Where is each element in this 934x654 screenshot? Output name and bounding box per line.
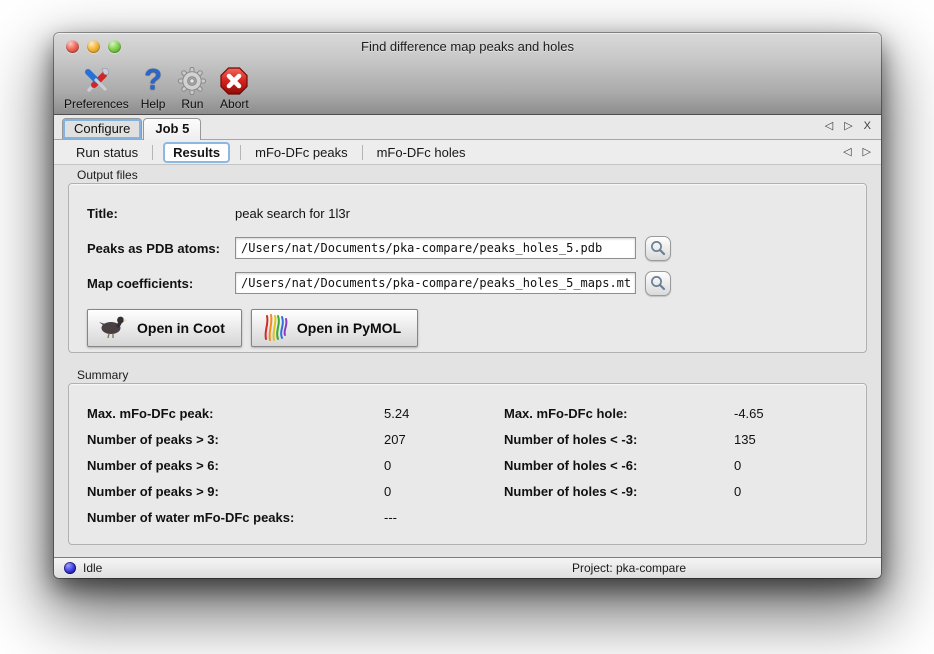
viewer-buttons-row: Open in Coot — [87, 309, 848, 347]
water-peaks-label: Number of water mFo-DFc peaks: — [87, 509, 295, 525]
gear-icon — [177, 65, 207, 96]
subtab-scroll-right-icon[interactable]: ▷ — [862, 145, 871, 158]
inspect-peaks-pdb-button[interactable] — [645, 235, 671, 261]
pymol-ribbon-icon — [261, 313, 289, 344]
holes-lt6-value: 0 — [734, 457, 742, 473]
holes-lt6-label: Number of holes < -6: — [504, 457, 638, 473]
inspect-map-coefficients-button[interactable] — [645, 270, 671, 296]
peaks-gt9-value: 0 — [384, 483, 392, 499]
subtab-divider — [240, 144, 242, 160]
open-in-coot-button[interactable]: Open in Coot — [87, 309, 242, 347]
titlebar[interactable]: Find difference map peaks and holes — [54, 33, 881, 59]
summary-row: Number of water mFo-DFc peaks: --- — [87, 504, 848, 530]
magnifier-icon — [651, 276, 666, 291]
subtab-divider — [361, 144, 363, 160]
peaks-gt9-label: Number of peaks > 9: — [87, 483, 219, 499]
subtab-divider — [152, 144, 154, 160]
output-files-section-label: Output files — [77, 168, 138, 182]
tab-job-5-label: Job 5 — [155, 121, 190, 136]
coot-bird-icon — [97, 314, 129, 343]
status-bar: Idle Project: pka-compare — [54, 557, 881, 578]
tab-scroll-left-icon[interactable]: ◁ — [824, 120, 834, 132]
tab-configure[interactable]: Configure — [62, 118, 143, 139]
toolbar-label-run: Run — [181, 97, 204, 111]
map-coefficients-label: Map coefficients: — [87, 275, 194, 291]
summary-section-label: Summary — [77, 368, 129, 382]
window-header: Find difference map peaks and holes Pref… — [54, 33, 881, 115]
subtab-run-status[interactable]: Run status — [76, 144, 139, 160]
map-coefficients-row: Map coefficients: — [87, 270, 848, 296]
help-button[interactable]: ? Help — [140, 64, 166, 112]
open-in-pymol-button[interactable]: Open in PyMOL — [250, 309, 419, 347]
subtab-mfo-dfc-holes[interactable]: mFo-DFc holes — [376, 144, 466, 160]
job-tab-bar: Configure Job 5 ◁ ▷ X — [54, 115, 881, 140]
holes-lt9-label: Number of holes < -9: — [504, 483, 638, 499]
title-label: Title: — [87, 205, 118, 221]
holes-lt3-value: 135 — [734, 431, 756, 447]
tab-scroll-right-icon[interactable]: ▷ — [844, 120, 853, 132]
title-row: Title: peak search for 1l3r — [87, 201, 848, 225]
tools-icon — [80, 65, 112, 96]
abort-icon — [219, 65, 249, 96]
subtab-scroll-left-icon[interactable]: ◁ — [843, 145, 852, 158]
summary-row: Number of peaks > 9: 0 Number of holes <… — [87, 478, 848, 504]
status-orb-icon — [64, 562, 76, 574]
tab-job-5[interactable]: Job 5 — [143, 118, 202, 140]
max-peak-value: 5.24 — [384, 405, 410, 421]
toolbar: Preferences ? Help — [54, 59, 881, 114]
abort-button[interactable]: Abort — [219, 65, 249, 111]
summary-row: Max. mFo-DFc peak: 5.24 Max. mFo-DFc hol… — [87, 400, 848, 426]
summary-row: Number of peaks > 6: 0 Number of holes <… — [87, 452, 848, 478]
max-hole-label: Max. mFo-DFc hole: — [504, 405, 628, 421]
toolbar-label-help: Help — [140, 97, 166, 111]
peaks-pdb-row: Peaks as PDB atoms: — [87, 235, 848, 261]
result-tab-bar: Run status Results mFo-DFc peaks mFo-DFc… — [54, 140, 881, 165]
project-label: Project: pka-compare — [571, 561, 687, 575]
tab-configure-label: Configure — [74, 121, 131, 136]
traffic-lights — [66, 33, 121, 59]
max-hole-value: -4.65 — [734, 405, 764, 421]
peaks-pdb-path-input[interactable] — [235, 237, 636, 259]
summary-group: Max. mFo-DFc peak: 5.24 Max. mFo-DFc hol… — [68, 383, 867, 545]
toolbar-label-preferences: Preferences — [64, 97, 129, 111]
run-button[interactable]: Run — [177, 65, 207, 111]
max-peak-label: Max. mFo-DFc peak: — [87, 405, 214, 421]
zoom-window-button[interactable] — [108, 39, 121, 53]
tab-close-icon[interactable]: X — [863, 120, 871, 132]
output-files-group: Title: peak search for 1l3r Peaks as PDB… — [68, 183, 867, 353]
holes-lt9-value: 0 — [734, 483, 742, 499]
question-icon: ? — [144, 64, 162, 96]
subtab-results[interactable]: Results — [163, 141, 231, 163]
subtab-mfo-dfc-peaks[interactable]: mFo-DFc peaks — [255, 144, 348, 160]
open-in-coot-label: Open in Coot — [137, 320, 225, 336]
map-coefficients-path-input[interactable] — [235, 272, 636, 294]
app-window: Find difference map peaks and holes Pref… — [54, 33, 881, 578]
open-in-pymol-label: Open in PyMOL — [296, 320, 402, 336]
peaks-gt6-label: Number of peaks > 6: — [87, 457, 219, 473]
minimize-window-button[interactable] — [87, 39, 100, 53]
holes-lt3-label: Number of holes < -3: — [504, 431, 638, 447]
water-peaks-value: --- — [384, 509, 397, 525]
status-text: Idle — [83, 561, 103, 575]
peaks-pdb-label: Peaks as PDB atoms: — [87, 240, 220, 256]
toolbar-label-abort: Abort — [220, 97, 249, 111]
close-window-button[interactable] — [66, 39, 79, 53]
peaks-gt3-label: Number of peaks > 3: — [87, 431, 219, 447]
peaks-gt3-value: 207 — [384, 431, 406, 447]
summary-row: Number of peaks > 3: 207 Number of holes… — [87, 426, 848, 452]
magnifier-icon — [651, 241, 666, 256]
window-title: Find difference map peaks and holes — [361, 38, 574, 54]
preferences-button[interactable]: Preferences — [64, 65, 129, 111]
title-value: peak search for 1l3r — [235, 205, 350, 221]
results-page: Output files Title: peak search for 1l3r… — [54, 165, 881, 557]
peaks-gt6-value: 0 — [384, 457, 392, 473]
